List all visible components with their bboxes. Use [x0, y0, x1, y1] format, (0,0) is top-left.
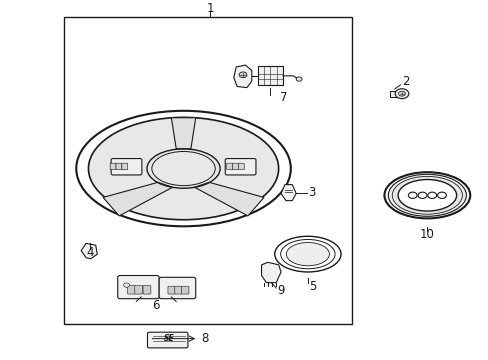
Polygon shape [81, 243, 97, 259]
Ellipse shape [384, 172, 469, 219]
Text: 10: 10 [419, 228, 434, 241]
FancyBboxPatch shape [159, 277, 195, 299]
FancyBboxPatch shape [122, 163, 127, 170]
FancyBboxPatch shape [181, 286, 188, 294]
Polygon shape [233, 65, 251, 87]
Bar [389, 91, 399, 96]
FancyBboxPatch shape [167, 286, 175, 294]
FancyBboxPatch shape [111, 158, 142, 175]
Polygon shape [194, 182, 264, 216]
Polygon shape [171, 118, 195, 149]
Text: 3: 3 [307, 186, 315, 199]
Ellipse shape [391, 176, 462, 214]
Text: 9: 9 [277, 284, 284, 297]
Ellipse shape [88, 117, 278, 220]
FancyBboxPatch shape [116, 163, 122, 170]
Bar [64, 17, 351, 324]
Text: 1: 1 [206, 2, 214, 15]
FancyBboxPatch shape [147, 332, 187, 348]
Ellipse shape [397, 180, 456, 211]
Ellipse shape [286, 243, 329, 266]
FancyBboxPatch shape [110, 163, 116, 170]
Polygon shape [261, 262, 281, 283]
FancyBboxPatch shape [232, 163, 238, 170]
Circle shape [398, 91, 405, 96]
Polygon shape [103, 182, 172, 216]
Text: 6: 6 [152, 298, 160, 312]
Circle shape [296, 77, 302, 81]
Ellipse shape [387, 174, 466, 216]
Text: 7: 7 [279, 91, 286, 104]
Text: 2: 2 [401, 75, 408, 89]
FancyBboxPatch shape [118, 275, 159, 299]
Text: SE: SE [163, 334, 174, 343]
FancyBboxPatch shape [225, 158, 255, 175]
FancyBboxPatch shape [135, 285, 142, 294]
Circle shape [239, 72, 246, 78]
Text: 5: 5 [308, 280, 316, 293]
Text: 8: 8 [201, 332, 208, 345]
Circle shape [123, 283, 129, 287]
FancyBboxPatch shape [174, 286, 182, 294]
Ellipse shape [152, 152, 215, 186]
FancyBboxPatch shape [257, 66, 283, 85]
Polygon shape [281, 185, 296, 201]
FancyBboxPatch shape [238, 163, 244, 170]
Text: 4: 4 [86, 246, 94, 259]
FancyBboxPatch shape [127, 285, 135, 294]
FancyBboxPatch shape [226, 163, 232, 170]
Circle shape [394, 89, 408, 99]
FancyBboxPatch shape [143, 285, 151, 294]
